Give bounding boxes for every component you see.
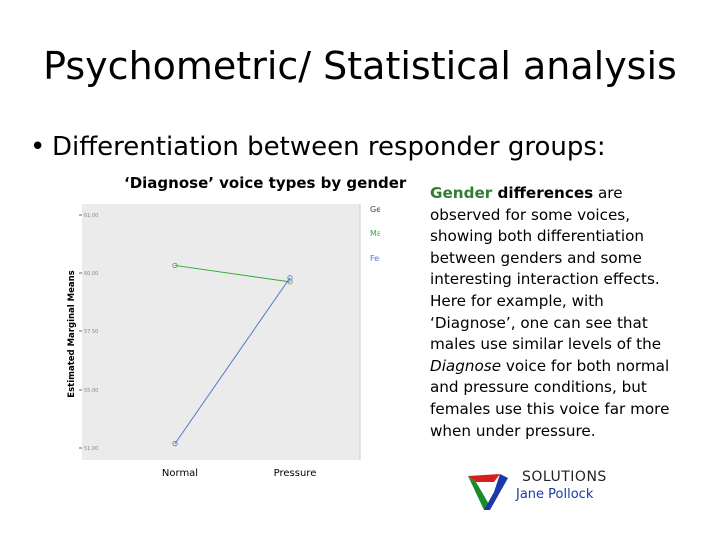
- series-group: [172, 262, 293, 447]
- y-tick-label: 55.00: [84, 388, 98, 394]
- bullet-text: Differentiation between responder groups…: [52, 132, 606, 162]
- y-axis-label: Estimated Marginal Means: [67, 270, 77, 397]
- paragraph-text: are observed for some voices, showing bo…: [430, 184, 662, 354]
- legend: Gender: Male Female: [370, 205, 402, 263]
- bullet-symbol: •: [30, 132, 46, 162]
- y-ticks: 51.00 55.00 57.50 60.00 61.00: [79, 213, 98, 452]
- line-chart: 51.00 55.00 57.50 60.00 61.00 Normal Pressure…: [67, 204, 402, 479]
- chart-caption: ‘Diagnose’ voice types by gender: [124, 174, 407, 192]
- legend-title: Gender:: [370, 205, 380, 214]
- logo-triangle-blue: [484, 474, 508, 510]
- series-line-male: [174, 264, 291, 283]
- x-tick-label: Normal: [162, 468, 198, 479]
- data-point-female: [287, 275, 293, 281]
- slide-title: Psychometric/ Statistical analysis: [43, 44, 677, 88]
- logo-triangle-green: [468, 476, 490, 510]
- description-paragraph: Gender differences are observed for some…: [430, 183, 670, 442]
- legend-entry-female: Female: [370, 254, 380, 263]
- x-ticks: Normal Pressure: [162, 468, 316, 479]
- y-tick-label: 57.50: [84, 329, 98, 335]
- logo-triangle-red: [468, 474, 500, 482]
- data-point-female: [172, 441, 178, 447]
- chart-container: 51.00 55.00 57.50 60.00 61.00 Normal Pressure…: [60, 196, 402, 486]
- logo-line2: Jane Pollock: [516, 487, 594, 502]
- y-tick-label: 60.00: [84, 271, 98, 277]
- gender-highlight: Gender: [430, 184, 493, 202]
- y-tick-label: 61.00: [84, 213, 98, 219]
- paragraph-tail: voice for both normal and pressure condi…: [430, 356, 670, 440]
- bullet-point: • Differentiation between responder group…: [30, 132, 606, 162]
- logo-line1: SOLUTIONS: [522, 469, 607, 485]
- differences-word: differences: [492, 184, 594, 202]
- logo-triangle-inner: [478, 484, 492, 496]
- solutions-logo: [468, 474, 508, 510]
- plot-area: [82, 204, 360, 460]
- x-tick-label: Pressure: [274, 468, 317, 479]
- data-point-male: [172, 262, 178, 269]
- diagnose-italic: Diagnose: [430, 356, 502, 375]
- legend-entry-male: Male: [370, 229, 380, 238]
- series-line-female: [174, 277, 291, 444]
- y-tick-label: 51.00: [84, 446, 98, 452]
